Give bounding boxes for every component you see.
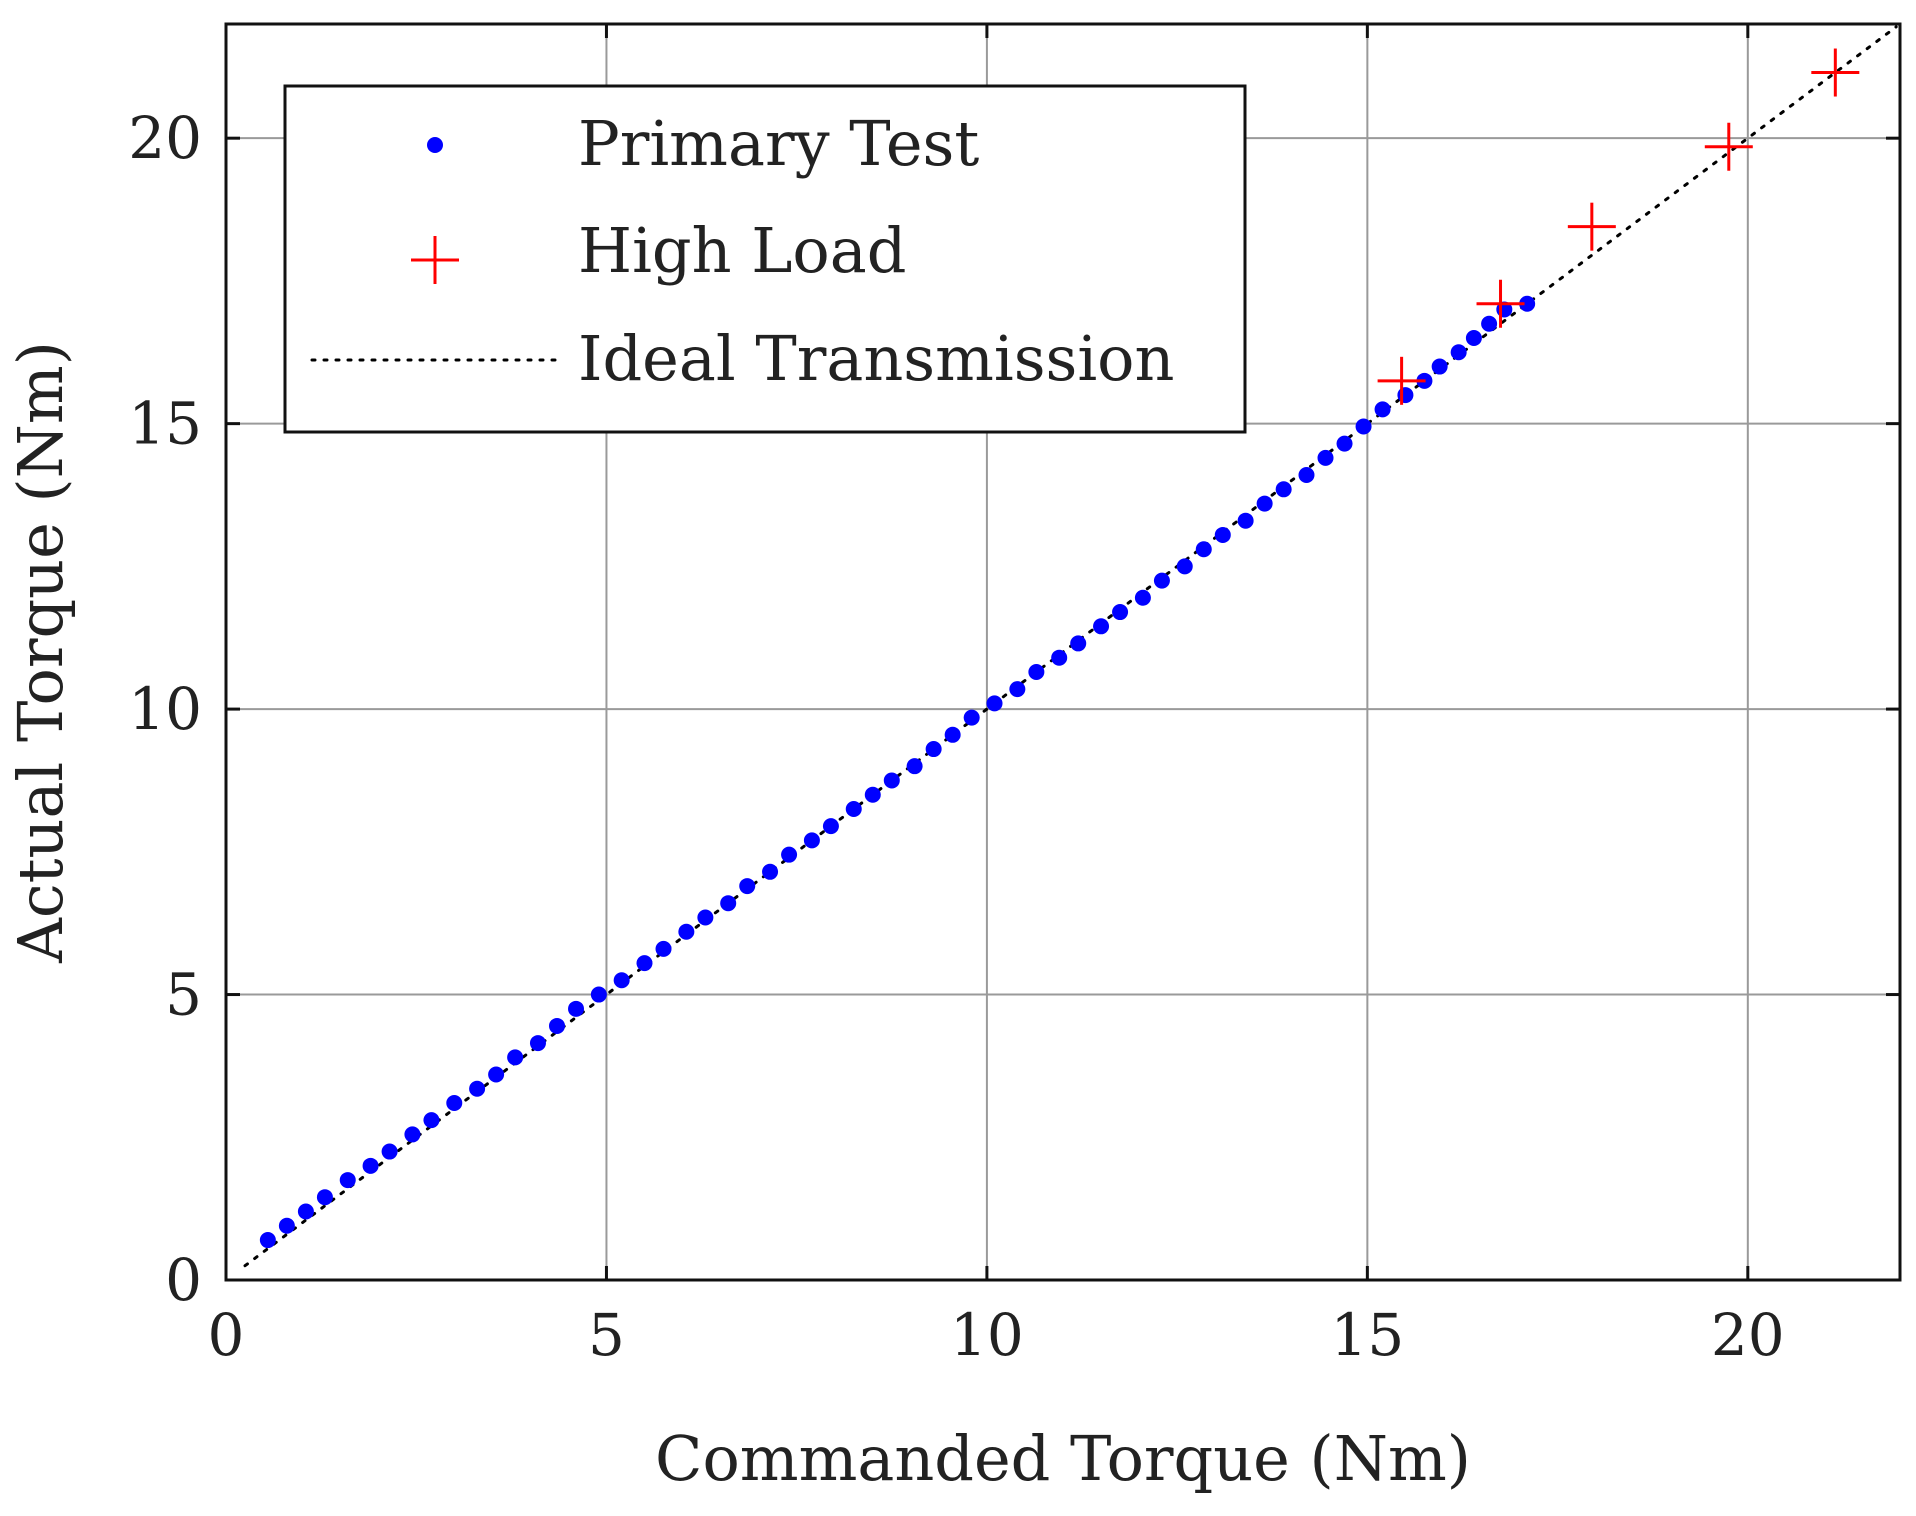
legend-markers (310, 137, 557, 362)
primary-test-point (1195, 541, 1212, 558)
primary-test-point (963, 709, 980, 726)
primary-test-point (529, 1035, 546, 1052)
high-load-point (1476, 279, 1525, 328)
primary-test-point (762, 863, 779, 880)
primary-test-point (944, 726, 961, 743)
primary-test-point (1336, 435, 1353, 452)
primary-test-point (1256, 495, 1273, 512)
ideal-transmission-layer (243, 25, 1898, 1268)
primary-test-point (613, 972, 630, 989)
primary-test-point (1275, 481, 1292, 498)
primary-test-point (381, 1143, 398, 1160)
primary-test-point (1153, 572, 1170, 589)
primary-test-point (781, 846, 798, 863)
primary-test-point (678, 923, 695, 940)
primary-test-point (845, 801, 862, 817)
primary-test-point (1374, 401, 1391, 418)
primary-test-point (1009, 681, 1026, 698)
y-tick-label: 20 (128, 104, 202, 172)
primary-test-point (1397, 387, 1414, 404)
x-tick-label: 20 (1711, 1301, 1785, 1369)
y-tick-label: 15 (128, 390, 202, 458)
primary-test-point (297, 1203, 314, 1220)
primary-test-point (822, 818, 839, 835)
primary-test-point (1093, 618, 1110, 635)
primary-test-point (316, 1189, 333, 1206)
legend-marker-primary-test (427, 137, 443, 153)
primary-test-point (720, 895, 737, 912)
primary-test-point (1450, 344, 1467, 361)
primary-test-point (906, 758, 923, 775)
primary-test-point (446, 1095, 463, 1112)
primary-test-point (259, 1232, 276, 1249)
y-tick-label: 0 (165, 1246, 202, 1314)
x-tick-label: 5 (588, 1301, 625, 1369)
primary-test-point (1237, 512, 1254, 529)
primary-test-point (1176, 558, 1193, 575)
plot-area-frame (224, 22, 1902, 1282)
primary-test-point (404, 1126, 421, 1143)
primary-test-point (507, 1049, 524, 1066)
tick-labels: 0 5 10 15 20 0 5 10 15 20 (128, 104, 1785, 1369)
high-load-point (1704, 122, 1753, 171)
x-tick-label: 0 (208, 1301, 245, 1369)
y-axis-label: Actual Torque (Nm) (4, 341, 77, 964)
primary-test-point (1465, 330, 1482, 346)
primary-test-point (1070, 635, 1087, 652)
primary-test-point (548, 1017, 565, 1034)
y-tick-label: 10 (128, 675, 202, 743)
primary-test-point (1112, 604, 1129, 621)
primary-test-point (986, 695, 1003, 712)
primary-test-point (423, 1112, 440, 1129)
x-axis-label: Commanded Torque (Nm) (655, 1422, 1471, 1495)
primary-test-point (803, 832, 820, 849)
primary-test-point (1317, 449, 1334, 466)
primary-test-point (1355, 418, 1372, 435)
primary-test-point (883, 772, 900, 789)
primary-test-point (1481, 315, 1498, 332)
x-tick-label: 10 (950, 1301, 1024, 1369)
primary-test-point (488, 1066, 505, 1083)
tick-marks (224, 24, 1900, 1282)
primary-test-point (1134, 589, 1151, 606)
primary-test-point (1051, 649, 1068, 666)
primary-test-layer (259, 295, 1536, 1249)
high-load-point (1567, 202, 1616, 251)
x-tick-label: 15 (1330, 1301, 1404, 1369)
primary-test-point (278, 1217, 295, 1234)
primary-test-point (636, 955, 653, 972)
primary-test-point (1028, 663, 1045, 680)
primary-test-point (1519, 295, 1536, 312)
primary-test-point (1431, 358, 1448, 375)
primary-test-point (568, 1000, 585, 1017)
primary-test-point (339, 1172, 356, 1189)
high-load-point (1377, 356, 1426, 405)
legend-label-ideal-transmission: Ideal Transmission (578, 322, 1174, 395)
primary-test-point (864, 786, 881, 803)
legend-label-high-load: High Load (578, 214, 906, 287)
primary-test-point (655, 940, 672, 957)
legend-label-primary-test: Primary Test (578, 107, 979, 180)
primary-test-point (1214, 526, 1231, 543)
legend: Primary Test High Load Ideal Transmissio… (283, 84, 1247, 434)
primary-test-point (739, 878, 756, 895)
high-load-point (1811, 48, 1860, 97)
y-tick-label: 5 (165, 961, 202, 1029)
primary-test-point (590, 986, 607, 1003)
primary-test-point (1298, 467, 1315, 484)
primary-test-point (469, 1080, 486, 1097)
primary-test-point (362, 1157, 379, 1174)
primary-test-point (925, 741, 942, 758)
high-load-layer (1377, 48, 1860, 405)
ideal-transmission-line (243, 25, 1898, 1268)
primary-test-point (697, 909, 714, 926)
